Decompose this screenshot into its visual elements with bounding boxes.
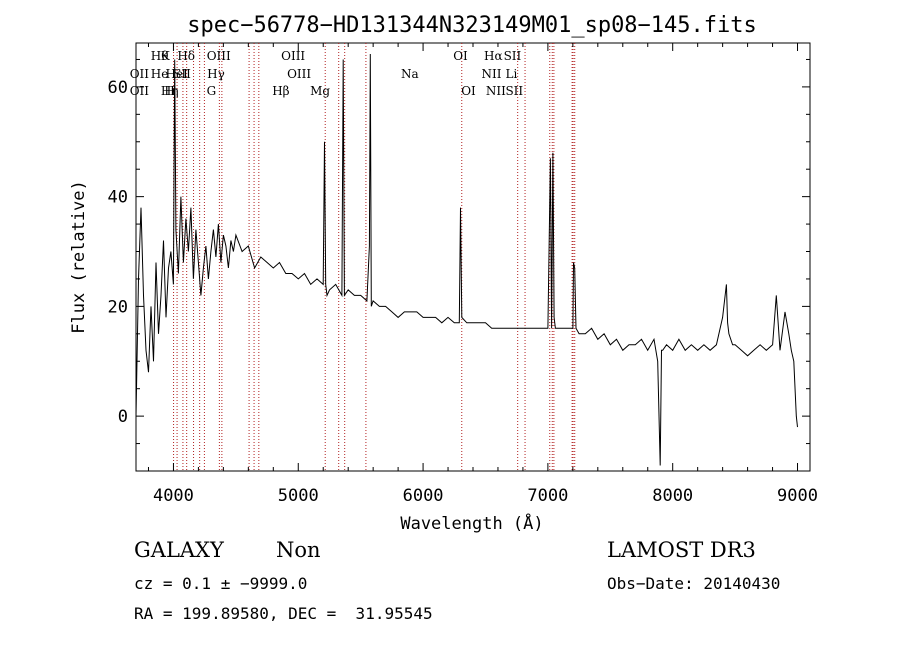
line-marker-label: Na: [401, 67, 419, 81]
x-tick-label: 7000: [527, 486, 568, 506]
chart-title: spec−56778−HD131344N323149M01_sp08−145.f…: [187, 13, 757, 38]
line-marker-label: SII: [173, 67, 191, 81]
x-axis-ticks: 4000 5000 6000 7000 8000 9000: [147, 43, 818, 506]
line-marker-label: Hβ: [272, 84, 289, 98]
line-marker-label: OII: [130, 84, 150, 98]
line-marker-label: SII: [504, 49, 522, 63]
x-tick-label: 4000: [153, 486, 194, 506]
survey-name: LAMOST DR3: [607, 538, 756, 562]
line-markers: [173, 43, 576, 471]
y-axis-ticks: 0 20 40 60: [108, 58, 810, 445]
x-axis-label: Wavelength (Å): [400, 512, 543, 534]
plot-frame: [135, 42, 811, 472]
line-marker-label: H: [164, 84, 174, 98]
line-marker-label: Hγ: [207, 67, 225, 81]
line-marker-label: Li: [506, 67, 518, 81]
line-marker-label: OIII: [207, 49, 231, 63]
line-marker-label: Hθ: [151, 49, 169, 63]
line-marker-label: NII: [486, 84, 506, 98]
line-marker-label: He: [151, 67, 169, 81]
y-tick-label: 40: [108, 188, 128, 208]
line-marker-label: HeI: [166, 67, 189, 81]
ra-dec: RA = 199.89580, DEC = 31.95545: [134, 604, 433, 623]
line-marker-label: OI: [453, 49, 468, 63]
x-tick-label: 8000: [652, 486, 693, 506]
line-marker-label: OIII: [281, 49, 305, 63]
observation-date: Obs−Date: 20140430: [607, 574, 781, 593]
x-tick-label: 5000: [278, 486, 319, 506]
spectrum-line: [135, 53, 798, 466]
line-marker-label: Hδ: [177, 49, 195, 63]
line-marker-label: OIII: [287, 67, 311, 81]
x-tick-label: 6000: [403, 486, 444, 506]
line-marker-label: OII: [130, 67, 150, 81]
line-marker-label: NII: [481, 67, 501, 81]
redshift-cz: cz = 0.1 ± −9999.0: [134, 574, 308, 593]
line-marker-label: OI: [461, 84, 476, 98]
line-marker-label: K: [161, 49, 171, 63]
y-tick-label: 60: [108, 78, 128, 98]
y-axis-label: Flux (relative): [69, 180, 89, 334]
y-tick-label: 0: [118, 407, 128, 427]
line-marker-label: SII: [505, 84, 523, 98]
object-subclass: Non: [276, 538, 321, 562]
line-marker-label: Hα: [484, 49, 503, 63]
y-tick-label: 20: [108, 297, 128, 317]
x-tick-label: 9000: [777, 486, 818, 506]
object-class: GALAXY: [134, 538, 224, 562]
line-marker-label: Mg: [310, 84, 330, 98]
line-marker-label: G: [207, 84, 217, 98]
